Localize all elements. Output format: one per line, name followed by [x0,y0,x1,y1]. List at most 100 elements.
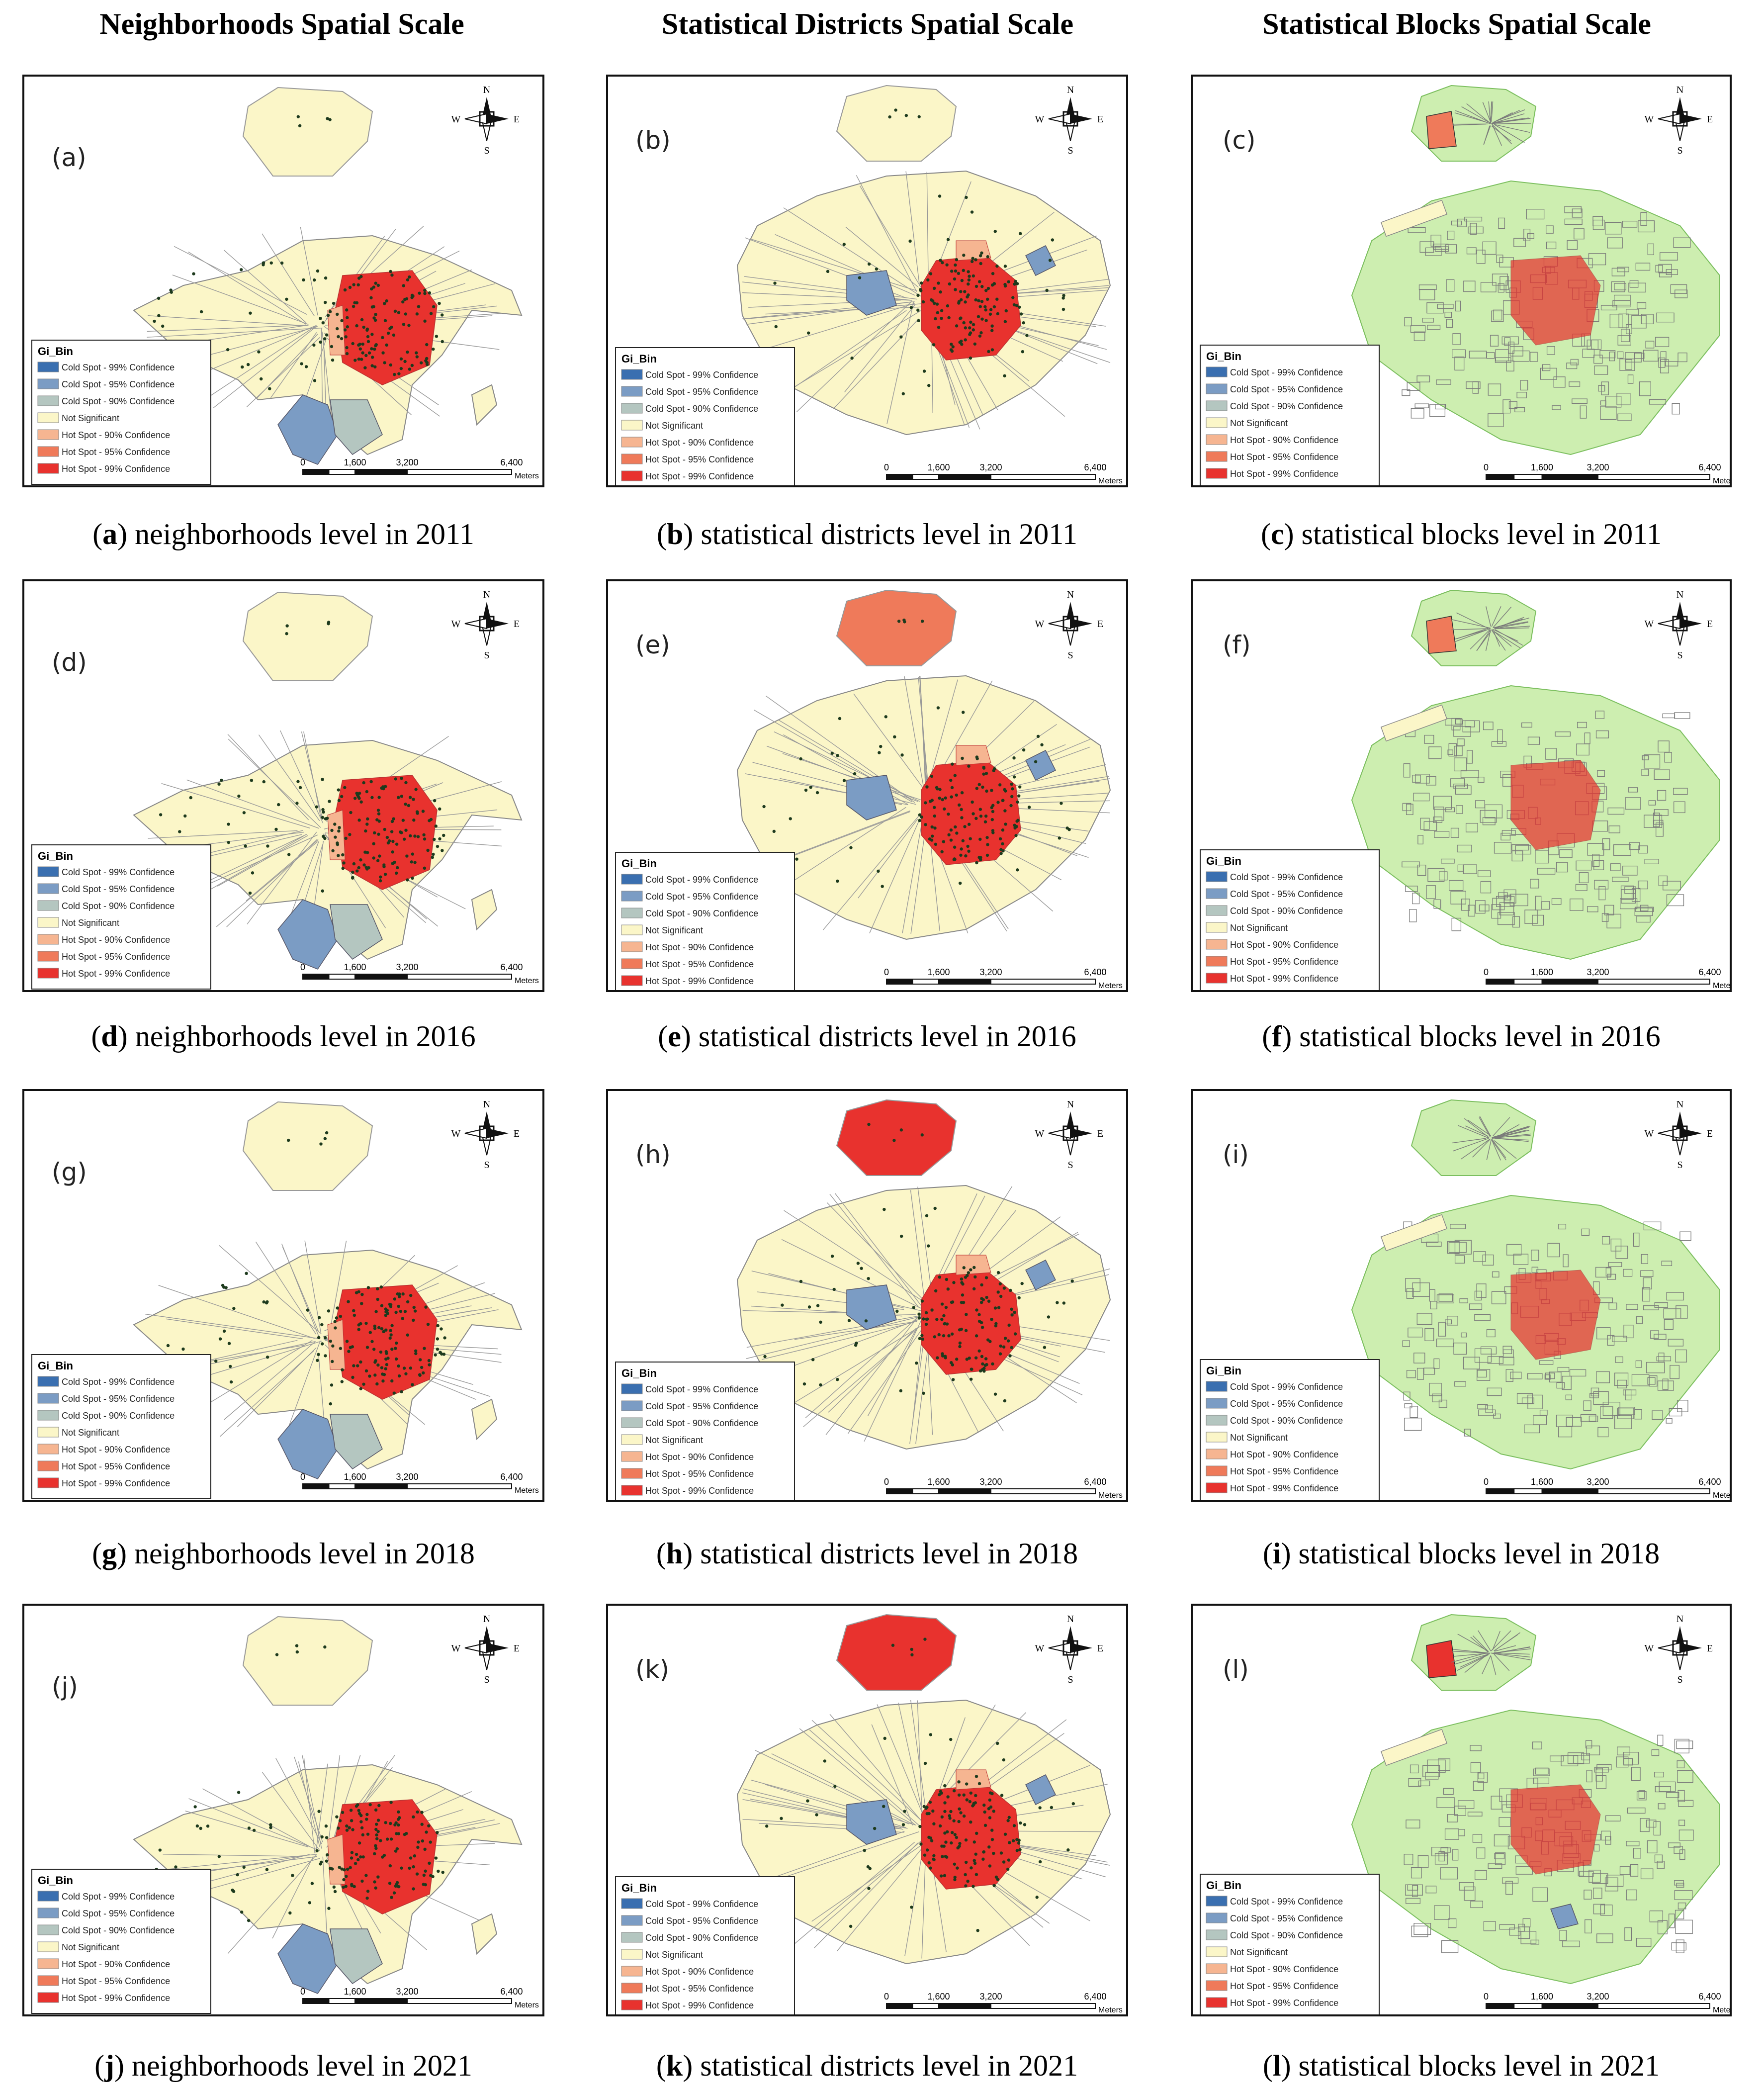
map-panel-i: Gi_Bin Cold Spot - 99% Confidence Cold Spo… [1191,1089,1732,1502]
scale-bar: 0 1,600 3,200 6,400 Meters [884,1992,1123,2014]
large-notsig-block [1380,199,1448,237]
point-features [286,1131,329,1146]
legend-swatch [621,1932,643,1943]
legend-item-label: Cold Spot - 90% Confidence [1230,906,1343,916]
east-islet [471,889,498,931]
caption-text: statistical districts level in 2021 [700,2049,1078,2082]
panel-tag: (f) [1223,631,1251,659]
compass-n: N [483,589,490,600]
compass-s: S [1067,1160,1073,1171]
scale-tick-label: 0 [300,457,305,467]
compass-e: E [514,619,520,630]
scale-tick-label: 1,600 [927,1992,950,2001]
legend-swatch [621,891,643,902]
scale-tick-label: 6,400 [1084,1992,1106,2001]
compass-n: N [1067,1614,1074,1625]
polygon-boundaries [1451,1630,1531,1675]
caption-letter: f [1272,1020,1282,1053]
legend-item-label: Hot Spot - 95% Confidence [62,447,170,457]
hotspot-fringe [327,810,346,860]
scale-tick-label: 3,200 [1587,1992,1609,2001]
caption-letter: a [102,518,118,550]
polygon-boundaries [742,171,1111,430]
legend-item-label: Cold Spot - 90% Confidence [1230,1930,1343,1940]
compass-n: N [1676,1614,1683,1625]
legend-item-label: Cold Spot - 99% Confidence [1230,367,1343,377]
scale-tick-label: 1,600 [927,967,950,977]
point-features [166,1272,409,1406]
compass-s: S [484,1674,489,1685]
point-features [897,618,924,624]
point-features [918,1780,1027,1888]
scale-tick-label: 3,200 [1587,462,1609,472]
scale-tick-label: 1,600 [344,1987,366,1997]
panel-caption: (i) statistical blocks level in 2018 [1262,1537,1660,1570]
panel-caption: (e) statistical districts level in 2016 [658,1020,1076,1053]
legend-title: Gi_Bin [38,345,73,358]
compass-s: S [1677,1674,1682,1685]
scale-tick-label: 6,400 [1698,462,1721,472]
coldspot-south [277,394,338,465]
legend-swatch [1206,1912,1228,1923]
legend-title: Gi_Bin [621,1367,657,1379]
compass-e: E [1707,619,1713,630]
legend-item-label: Hot Spot - 95% Confidence [645,455,754,464]
coldspot-west [846,775,897,820]
scale-bar: 0 1,600 3,200 6,400 Meters [1484,1477,1730,1500]
point-features [317,1285,446,1395]
scale-unit: Meters [1098,2006,1123,2014]
north-arrow-icon: N S E W [451,1099,520,1171]
scale-tick-label: 3,200 [396,962,418,972]
legend-swatch [621,908,643,918]
scale-tick-label: 6,400 [500,1987,523,1997]
legend-item-label: Hot Spot - 95% Confidence [1230,1466,1338,1476]
hotspot-fringe [956,1255,991,1275]
legend-item-label: Cold Spot - 95% Confidence [645,1401,758,1411]
compass-w: W [1035,1128,1045,1139]
legend-title: Gi_Bin [1206,350,1241,363]
scale-unit: Meters [1713,982,1730,990]
legend-swatch [1206,1449,1228,1459]
hotspot-blocks [1510,1270,1601,1360]
scale-tick-label: 6,400 [1698,1992,1721,2001]
legend-swatch [621,1417,643,1428]
legend-swatch [1206,1482,1228,1493]
north-arrow-icon: N S E W [1035,1614,1104,1685]
legend-swatch [1206,1929,1228,1940]
legend-swatch [621,1434,643,1445]
legend-item-label: Hot Spot - 99% Confidence [645,471,754,481]
legend-item-label: Not Significant [645,1950,703,1960]
point-features [762,706,1071,888]
legend-swatch [37,463,59,474]
polygon-boundaries [1451,1116,1531,1161]
legend-item-label: Not Significant [645,1435,703,1445]
scale-tick-label: 3,200 [396,1987,418,1997]
legend-item-label: Hot Spot - 99% Confidence [1230,974,1338,984]
panel-caption: (j) neighborhoods level in 2021 [94,2049,472,2082]
legend-item-label: Cold Spot - 90% Confidence [645,404,758,414]
scale-bar: 0 1,600 3,200 6,400 Meters [884,462,1123,485]
legend: Gi_Bin Cold Spot - 99% Confidence Cold Spo… [615,852,795,990]
legend-swatch [621,1949,643,1960]
legend-item-label: Hot Spot - 95% Confidence [62,1461,170,1471]
legend-swatch [1206,451,1228,462]
legend-swatch [1206,1946,1228,1957]
point-features [285,621,331,636]
legend-swatch [1206,1432,1228,1443]
compass-e: E [1097,114,1103,125]
point-features [867,1122,924,1142]
legend: Gi_Bin Cold Spot - 99% Confidence Cold Spo… [1200,1874,1380,2014]
legend-item-label: Cold Spot - 95% Confidence [1230,384,1343,394]
legend-swatch [1206,468,1228,479]
legend-item-label: Hot Spot - 95% Confidence [645,1469,754,1479]
legend-item-label: Cold Spot - 99% Confidence [62,1892,175,1902]
point-features [918,755,1022,865]
legend-item-label: Not Significant [645,421,703,431]
caption-letter: k [666,2049,683,2082]
legend-item-label: Cold Spot - 99% Confidence [645,1899,758,1909]
map-panel-k: Gi_Bin Cold Spot - 99% Confidence Cold Spo… [606,1604,1128,2016]
legend-swatch [1206,1963,1228,1974]
legend-item-label: Not Significant [645,925,703,935]
legend-swatch [1206,956,1228,967]
legend-title: Gi_Bin [621,857,657,870]
